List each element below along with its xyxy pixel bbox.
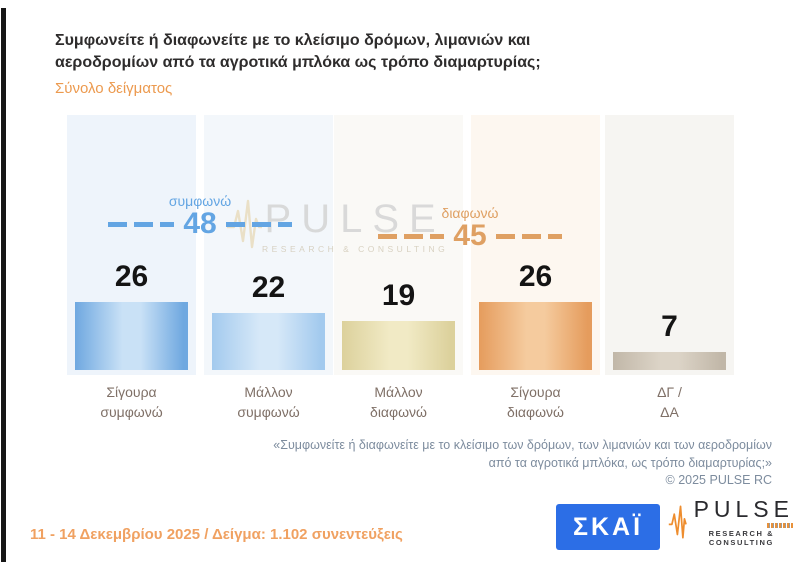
category-label-line: συμφωνώ: [100, 404, 163, 421]
page-title: Συμφωνείτε ή διαφωνείτε με το κλείσιμο δ…: [55, 30, 575, 73]
category-label: Σίγουρα συμφωνώ: [67, 382, 196, 423]
bar-value-label: 26: [518, 260, 553, 293]
disagree-group-annotation: διαφωνώ 45: [355, 205, 585, 251]
skai-logo-text: ΣΚΑΪ: [572, 512, 644, 541]
fieldwork-date-sample: 11 - 14 Δεκεμβρίου 2025 / Δείγμα: 1.102 …: [30, 526, 403, 543]
column-band: [605, 115, 734, 375]
disagree-dash-right: [495, 233, 562, 239]
category-label-line: Σίγουρα: [510, 384, 561, 400]
pulse-logo-name: PULSE: [693, 496, 794, 522]
bar: [613, 352, 726, 370]
category-label: Σίγουρα διαφωνώ: [471, 382, 600, 423]
footnote-line-1: «Συμφωνείτε ή διαφωνείτε με το κλείσιμο …: [273, 438, 772, 452]
pulse-logo-subtitle: RESEARCH & CONSULTING: [708, 529, 775, 547]
bar-value-label: 26: [114, 260, 149, 293]
disagree-dash-left: [378, 233, 445, 239]
title-line-2: αεροδρομίων από τα αγροτικά μπλόκα ως τρ…: [55, 53, 541, 71]
skai-logo: ΣΚΑΪ: [556, 504, 660, 550]
disagree-group-value: 45: [453, 219, 487, 252]
category-label-line: διαφωνώ: [507, 404, 564, 421]
agree-group-row: 48: [108, 207, 292, 240]
category-label-line: ΔΓ /: [657, 384, 682, 400]
sample-subtitle: Σύνολο δείγματος: [55, 80, 173, 97]
disagree-group-label: διαφωνώ: [441, 205, 499, 221]
agree-dash-right: [225, 221, 292, 227]
bar: [212, 313, 325, 370]
category-label-line: διαφωνώ: [370, 404, 427, 421]
footnote-line-2: από τα αγροτικά μπλόκα, ως τρόπο διαμαρτ…: [488, 455, 772, 470]
agree-group-label: συμφωνώ: [168, 193, 232, 209]
bar-value-label: 22: [251, 271, 286, 304]
category-label: Μάλλον συμφωνώ: [204, 382, 333, 423]
bar: [342, 321, 455, 370]
question-footnote: «Συμφωνείτε ή διαφωνείτε με το κλείσιμο …: [172, 437, 772, 490]
pulse-rc-logo: PULSE RESEARCH & CONSULTING: [668, 498, 794, 547]
category-label-line: συμφωνώ: [237, 404, 300, 421]
copyright-text: © 2025 PULSE RC: [665, 473, 772, 487]
left-edge-strip: [1, 8, 6, 562]
agree-group-annotation: συμφωνώ 48: [85, 193, 315, 239]
pulse-logo-heartbeat-icon: [668, 505, 687, 539]
title-line-1: Συμφωνείτε ή διαφωνείτε με το κλείσιμο δ…: [55, 32, 531, 49]
bar: [75, 302, 188, 370]
category-label-line: ΔΑ: [660, 404, 679, 421]
bar-value-label: 19: [381, 279, 416, 312]
category-label: ΔΓ / ΔΑ: [605, 382, 734, 423]
bar: [479, 302, 592, 370]
category-label-line: Μάλλον: [244, 384, 293, 400]
agree-group-value: 48: [183, 207, 217, 240]
disagree-group-row: 45: [378, 219, 562, 252]
pulse-logo-barcode: [767, 523, 793, 528]
category-label: Μάλλον διαφωνώ: [334, 382, 463, 423]
pulse-logo-text-block: PULSE RESEARCH & CONSULTING: [689, 498, 794, 547]
agree-dash-left: [108, 221, 175, 227]
bar-value-label: 7: [661, 310, 678, 343]
category-label-line: Μάλλον: [374, 384, 423, 400]
watermark-subtitle: RESEARCH & CONSULTING: [262, 244, 449, 254]
category-label-line: Σίγουρα: [106, 384, 157, 400]
